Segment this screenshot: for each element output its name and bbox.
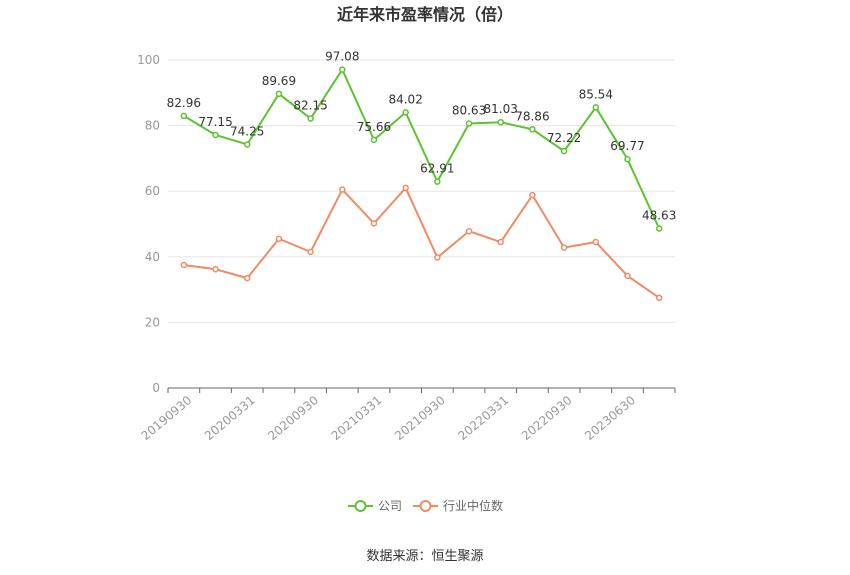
company-point <box>180 112 188 120</box>
company-point <box>465 120 473 127</box>
company-point <box>560 147 568 155</box>
y-tick-label: 60 <box>145 184 160 198</box>
industry-median-point <box>180 261 188 269</box>
industry-median-point <box>339 186 346 193</box>
company-data-label: 72.22 <box>547 131 581 145</box>
company-point <box>402 109 409 116</box>
company-data-label: 82.96 <box>167 96 201 110</box>
x-tick-label: 20220331 <box>455 393 511 443</box>
industry-median-line <box>183 186 660 299</box>
company-point <box>370 136 378 144</box>
series-lines <box>183 68 661 299</box>
industry-median-point <box>275 235 283 243</box>
company-data-label: 80.63 <box>452 104 486 118</box>
legend-company-label: 公司 <box>378 499 402 513</box>
x-tick-label: 20200331 <box>202 393 258 443</box>
data-source: 数据来源：恒生聚源 <box>366 549 483 564</box>
company-data-label: 85.54 <box>579 87 613 101</box>
company-point <box>243 141 251 148</box>
y-tick-label: 80 <box>145 119 160 133</box>
industry-median-point <box>307 248 314 256</box>
company-data-label: 48.63 <box>642 208 676 222</box>
x-tick-label: 20210331 <box>329 393 385 443</box>
company-point <box>339 66 346 73</box>
industry-median-point <box>560 244 568 251</box>
company-data-label: 81.03 <box>484 102 518 116</box>
x-axis: 20190930 20200331 20200930 20210331 20210930… <box>139 387 676 443</box>
company-data-label: 74.25 <box>230 124 264 138</box>
company-line <box>183 68 661 229</box>
y-tick-label: 0 <box>152 381 160 395</box>
industry-median-point <box>212 266 219 273</box>
company-point <box>655 225 663 232</box>
company-point <box>212 131 219 139</box>
legend[interactable]: 公司 行业中位数 <box>348 498 503 513</box>
x-tick-label: 20230630 <box>582 393 638 443</box>
company-point <box>497 118 504 126</box>
legend-industry-median-marker <box>419 500 432 512</box>
chart-title: 近年来市盈率情况（倍） <box>337 5 513 24</box>
industry-median-point <box>624 272 631 280</box>
company-data-label: 69.77 <box>610 139 644 153</box>
series-points <box>180 66 663 302</box>
x-tick-label: 20210930 <box>392 393 448 443</box>
company-data-label: 97.08 <box>325 50 359 64</box>
company-data-label: 77.15 <box>198 115 232 129</box>
x-tick-label: 20200930 <box>265 393 321 443</box>
company-point <box>275 90 283 98</box>
legend-industry-median-label: 行业中位数 <box>443 498 503 513</box>
y-tick-label: 20 <box>145 315 160 329</box>
company-data-label: 78.86 <box>515 109 549 123</box>
company-data-label: 89.69 <box>262 74 296 88</box>
y-tick-label: 100 <box>137 53 160 67</box>
company-data-label: 62.91 <box>420 162 454 176</box>
industry-median-point <box>434 254 441 261</box>
company-data-label: 84.02 <box>388 92 422 106</box>
company-point <box>434 178 441 185</box>
company-point <box>529 126 536 133</box>
y-tick-label: 40 <box>145 250 160 264</box>
industry-median-point <box>465 227 473 235</box>
industry-median-point <box>370 220 378 227</box>
industry-median-point <box>402 184 409 192</box>
x-tick-label: 20190930 <box>139 393 195 443</box>
industry-median-point <box>243 274 251 282</box>
grid-lines <box>168 59 675 323</box>
industry-median-point <box>497 238 504 246</box>
industry-median-point <box>529 191 536 199</box>
company-data-label: 75.66 <box>357 120 391 134</box>
company-point <box>624 155 631 163</box>
industry-median-point <box>592 238 600 246</box>
company-point <box>592 104 600 111</box>
legend-company-marker <box>354 500 367 512</box>
company-data-label: 82.15 <box>293 99 327 113</box>
company-point <box>307 115 314 122</box>
y-axis: 0 20 40 60 80 100 <box>137 53 160 395</box>
industry-median-point <box>655 294 663 302</box>
x-tick-label: 20220930 <box>519 393 575 443</box>
